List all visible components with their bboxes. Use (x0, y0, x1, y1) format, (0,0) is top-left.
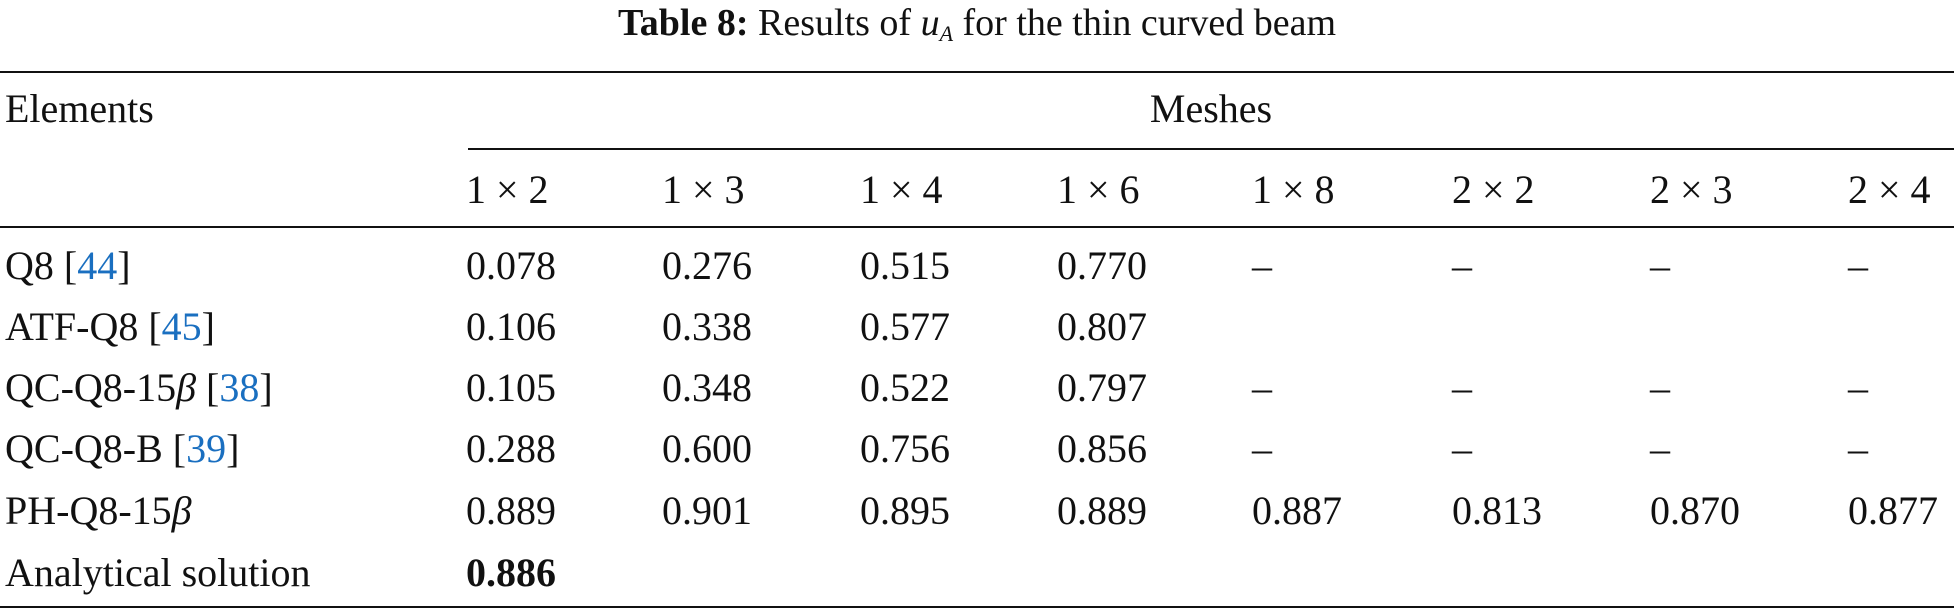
table-cell: 0.348 (662, 365, 752, 410)
column-header-2: 1 × 3 (662, 167, 745, 212)
table-cell: – (1848, 365, 1868, 410)
citation-link[interactable]: 38 (219, 365, 260, 410)
element-name: QC-Q8-15 (5, 365, 177, 410)
table-cell: 0.889 (1057, 488, 1147, 533)
row-label: PH-Q8-15β (5, 481, 192, 541)
caption-variable-subscript: A (939, 21, 954, 46)
citation: [39] (162, 426, 240, 471)
table-cell: – (1650, 365, 1670, 410)
row-label: Analytical solution (5, 543, 311, 603)
element-name: Analytical solution (5, 550, 311, 595)
caption-variable: u (920, 2, 940, 44)
element-name: PH-Q8-15 (5, 488, 172, 533)
citation: [38] (196, 365, 273, 410)
table-cell: 0.813 (1452, 488, 1542, 533)
beta-symbol: β (176, 365, 197, 410)
table-cell: – (1848, 243, 1868, 288)
table-cell: 0.870 (1650, 488, 1740, 533)
table-cell: 0.078 (466, 243, 556, 288)
table-cell: – (1252, 365, 1272, 410)
element-name: QC-Q8-B (5, 426, 163, 471)
table-cell: 0.106 (466, 304, 556, 349)
caption-text-after: for the thin curved beam (953, 2, 1337, 44)
header-rule (0, 226, 1954, 228)
element-name: ATF-Q8 (5, 304, 139, 349)
meshes-header: Meshes (1149, 86, 1273, 131)
table-cell: – (1650, 426, 1670, 471)
beta-symbol: β (171, 488, 192, 533)
table-cell: 0.877 (1848, 488, 1938, 533)
table-cell: 0.797 (1057, 365, 1147, 410)
row-label: QC-Q8-B [39] (5, 419, 239, 479)
table-cell: – (1650, 243, 1670, 288)
citation: [44] (53, 243, 131, 288)
table-cell: 0.887 (1252, 488, 1342, 533)
table-cell: 0.889 (466, 488, 556, 533)
top-rule (0, 71, 1954, 73)
row-label: QC-Q8-15β [38] (5, 358, 273, 418)
table-cell: 0.600 (662, 426, 752, 471)
elements-header: Elements (5, 86, 154, 131)
table-cell: 0.577 (860, 304, 950, 349)
table-cell: – (1452, 426, 1472, 471)
table-cell: – (1252, 426, 1272, 471)
table-cell: 0.856 (1057, 426, 1147, 471)
column-header-3: 1 × 4 (860, 167, 943, 212)
column-header-5: 1 × 8 (1252, 167, 1335, 212)
caption-text-before: Results of (758, 2, 921, 44)
table-caption: Table 8: Results of uA for the thin curv… (0, 0, 1954, 46)
table-cell: 0.105 (466, 365, 556, 410)
meshes-rule (468, 148, 1954, 150)
table-cell: 0.522 (860, 365, 950, 410)
column-header-1: 1 × 2 (466, 167, 549, 212)
table-cell: 0.886 (466, 550, 556, 595)
bottom-rule (0, 606, 1954, 608)
citation: [45] (138, 304, 215, 349)
table-cell: 0.770 (1057, 243, 1147, 288)
table-cell: 0.338 (662, 304, 752, 349)
table-cell: – (1252, 243, 1272, 288)
row-label: Q8 [44] (5, 236, 131, 296)
column-header-8: 2 × 4 (1848, 167, 1931, 212)
table-cell: 0.807 (1057, 304, 1147, 349)
table-cell: 0.756 (860, 426, 950, 471)
row-label: ATF-Q8 [45] (5, 297, 215, 357)
table-cell: 0.895 (860, 488, 950, 533)
table-label: Table 8: (617, 2, 749, 44)
table-cell: – (1848, 426, 1868, 471)
column-header-4: 1 × 6 (1057, 167, 1140, 212)
table-cell: 0.515 (860, 243, 950, 288)
table-cell: 0.288 (466, 426, 556, 471)
citation-link[interactable]: 44 (77, 243, 118, 288)
column-header-7: 2 × 3 (1650, 167, 1733, 212)
table-cell: – (1452, 243, 1472, 288)
column-header-6: 2 × 2 (1452, 167, 1535, 212)
table-cell: 0.901 (662, 488, 752, 533)
citation-link[interactable]: 45 (161, 304, 202, 349)
element-name: Q8 (5, 243, 54, 288)
table-cell: – (1452, 365, 1472, 410)
table-cell: 0.276 (662, 243, 752, 288)
citation-link[interactable]: 39 (186, 426, 227, 471)
